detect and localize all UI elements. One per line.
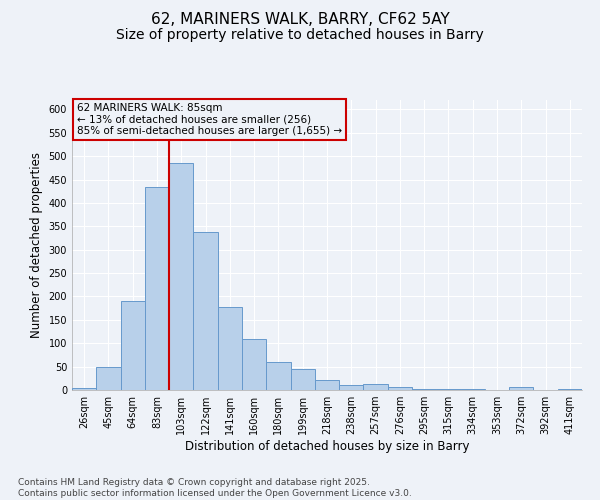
Bar — [339, 386, 364, 390]
Bar — [436, 388, 461, 390]
Text: Contains HM Land Registry data © Crown copyright and database right 2025.
Contai: Contains HM Land Registry data © Crown c… — [18, 478, 412, 498]
Bar — [266, 362, 290, 390]
Bar — [461, 389, 485, 390]
Y-axis label: Number of detached properties: Number of detached properties — [30, 152, 43, 338]
Bar — [242, 338, 266, 390]
Bar — [145, 186, 169, 390]
Bar — [388, 386, 412, 390]
Bar — [72, 388, 96, 390]
Bar — [412, 388, 436, 390]
Text: 62 MARINERS WALK: 85sqm
← 13% of detached houses are smaller (256)
85% of semi-d: 62 MARINERS WALK: 85sqm ← 13% of detache… — [77, 103, 342, 136]
Bar — [169, 163, 193, 390]
Text: Size of property relative to detached houses in Barry: Size of property relative to detached ho… — [116, 28, 484, 42]
Bar — [315, 380, 339, 390]
Text: 62, MARINERS WALK, BARRY, CF62 5AY: 62, MARINERS WALK, BARRY, CF62 5AY — [151, 12, 449, 28]
Bar — [509, 387, 533, 390]
Bar — [121, 301, 145, 390]
Bar — [218, 306, 242, 390]
Bar — [558, 389, 582, 390]
Bar — [193, 232, 218, 390]
Bar — [290, 370, 315, 390]
X-axis label: Distribution of detached houses by size in Barry: Distribution of detached houses by size … — [185, 440, 469, 453]
Bar — [364, 384, 388, 390]
Bar — [96, 366, 121, 390]
